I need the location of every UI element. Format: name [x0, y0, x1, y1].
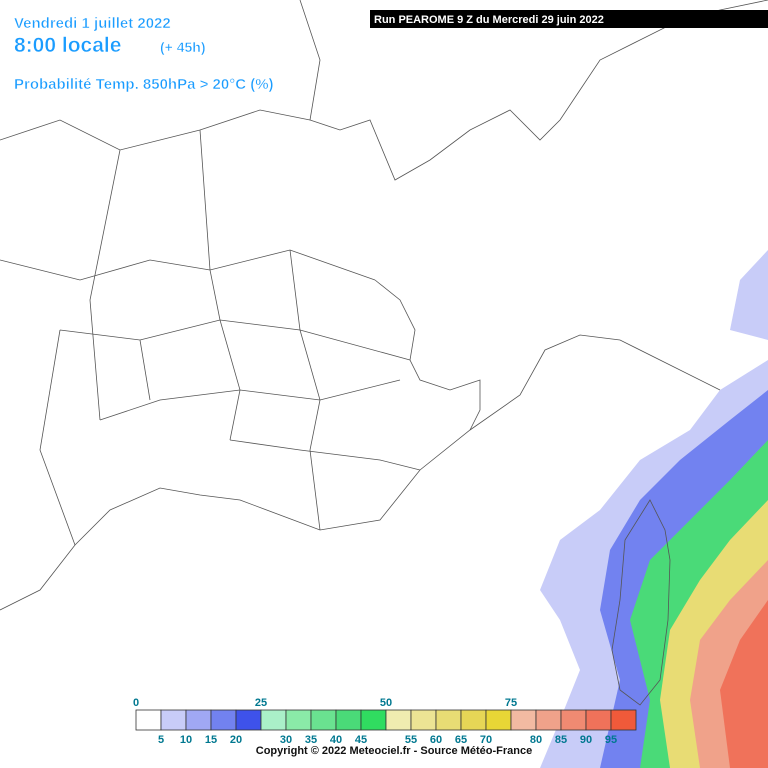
- legend-label: 90: [580, 734, 592, 746]
- legend-label: 30: [280, 734, 292, 746]
- legend-cell: [260, 709, 287, 731]
- legend-label: 0: [133, 697, 139, 709]
- legend-label: 55: [405, 734, 417, 746]
- legend-cell: [385, 709, 412, 731]
- legend-label: 80: [530, 734, 542, 746]
- legend-label: 35: [305, 734, 317, 746]
- legend-label: 45: [355, 734, 367, 746]
- legend-cell: [435, 709, 462, 731]
- legend-label: 60: [430, 734, 442, 746]
- legend: 0 25 50 75 5 10 15 20 30 35 40 45 55 60 65 70 80 85 90 95: [133, 697, 637, 746]
- lead-time: (+ 45h): [160, 39, 206, 55]
- borders: [0, 0, 768, 706]
- run-label: Run PEAROME 9 Z du Mercredi 29 juin 2022: [374, 14, 604, 26]
- legend-cell: [485, 709, 512, 731]
- probability-field: [540, 250, 768, 768]
- legend-cell: [335, 709, 362, 731]
- legend-cell: [285, 709, 312, 731]
- legend-label: 40: [330, 734, 342, 746]
- legend-label: 75: [505, 697, 517, 709]
- legend-label: 85: [555, 734, 567, 746]
- parameter: Probabilité Temp. 850hPa > 20°C (%): [14, 76, 274, 93]
- legend-label: 5: [158, 734, 164, 746]
- legend-cell: [560, 709, 587, 731]
- legend-label: 15: [205, 734, 217, 746]
- legend-cell: [535, 709, 562, 731]
- legend-cell: [235, 709, 262, 731]
- legend-label: 10: [180, 734, 192, 746]
- legend-label: 70: [480, 734, 492, 746]
- legend-cell: [460, 709, 487, 731]
- legend-cell: [410, 709, 437, 731]
- legend-cell: [210, 709, 237, 731]
- legend-cell: [185, 709, 212, 731]
- legend-label: 20: [230, 734, 242, 746]
- legend-cell: [160, 709, 187, 731]
- legend-cell: [135, 709, 162, 731]
- legend-cell: [510, 709, 537, 731]
- legend-label: 95: [605, 734, 617, 746]
- copyright: Copyright © 2022 Meteociel.fr - Source M…: [256, 745, 532, 757]
- run-banner: [370, 10, 768, 28]
- legend-cell: [585, 709, 612, 731]
- date: Vendredi 1 juillet 2022: [14, 15, 171, 32]
- legend-label: 25: [255, 697, 267, 709]
- legend-label: 65: [455, 734, 467, 746]
- legend-cell: [360, 709, 387, 731]
- time: 8:00 locale: [14, 34, 121, 57]
- legend-cell: [610, 709, 637, 731]
- legend-cell: [310, 709, 337, 731]
- legend-label: 50: [380, 697, 392, 709]
